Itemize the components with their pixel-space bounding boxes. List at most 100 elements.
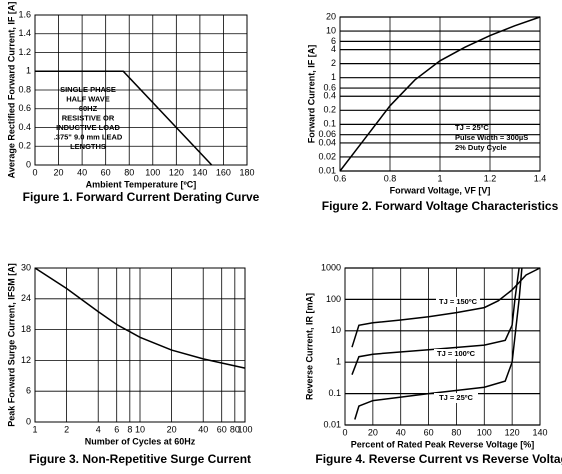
y-tick-label: 18: [21, 324, 31, 334]
x-axis-label: Forward Voltage, VF [V]: [390, 185, 491, 195]
y-tick-label: 20: [326, 11, 336, 21]
y-tick-label: 0.04: [318, 137, 336, 147]
annotation: .375" 9.0 mm LEAD: [54, 132, 123, 141]
curve: [351, 267, 520, 375]
x-tick-label: 2: [64, 424, 69, 434]
caption: Figure 4. Reverse Current vs Reverse Vol…: [315, 452, 562, 466]
annotation: LENGTHS: [70, 142, 106, 151]
annotation: 2% Duty Cycle: [455, 143, 507, 152]
y-tick-label: 1: [26, 66, 31, 76]
series-label: TJ = 25ºC: [439, 393, 473, 402]
y-tick-label: 0.2: [18, 141, 31, 151]
y-axis-label: Forward Current, IF [A]: [306, 45, 316, 144]
x-tick-label: 160: [216, 167, 231, 177]
series-label: TJ = 100ºC: [437, 349, 476, 358]
x-tick-label: 180: [239, 167, 254, 177]
x-tick-label: 1.4: [534, 173, 547, 183]
y-tick-label: 0.6: [18, 103, 31, 113]
y-axis-label: Average Rectified Forward Current, IF [A…: [6, 2, 16, 179]
annotation: RESISTIVE OR: [62, 113, 115, 122]
y-tick-label: 100: [326, 294, 341, 304]
annotation: TJ = 25ºC: [455, 123, 489, 132]
y-tick-label: 10: [326, 25, 336, 35]
x-tick-label: 120: [505, 427, 520, 437]
y-tick-label: 0.8: [18, 84, 31, 94]
x-tick-label: 140: [192, 167, 207, 177]
x-tick-label: 40: [396, 427, 406, 437]
y-tick-label: 12: [21, 355, 31, 365]
label-bg: [434, 349, 478, 359]
annotation: INDUCTIVE LOAD: [56, 123, 120, 132]
y-tick-label: 2: [331, 58, 336, 68]
y-tick-label: 0.01: [323, 419, 341, 429]
caption: Figure 2. Forward Voltage Characteristic…: [322, 199, 559, 213]
y-tick-label: 0.02: [318, 151, 336, 161]
x-tick-label: 0: [342, 427, 347, 437]
series-label: TJ = 150ºC: [439, 297, 478, 306]
x-tick-label: 0: [32, 167, 37, 177]
y-tick-label: 0.4: [323, 91, 336, 101]
y-tick-label: 10: [331, 325, 341, 335]
y-tick-label: 0: [26, 416, 31, 426]
x-tick-label: 100: [477, 427, 492, 437]
x-tick-label: 140: [532, 427, 547, 437]
annotation: 60HZ: [79, 104, 98, 113]
x-tick-label: 20: [54, 167, 64, 177]
x-tick-label: 60: [101, 167, 111, 177]
curve: [35, 70, 213, 166]
x-tick-label: 120: [169, 167, 184, 177]
annotation: Pulse Width = 300µS: [455, 133, 528, 142]
x-tick-label: 4: [96, 424, 101, 434]
y-tick-label: 24: [21, 293, 31, 303]
caption: Figure 3. Non-Repetitive Surge Current: [29, 452, 251, 466]
x-axis-label: Number of Cycles at 60Hz: [85, 436, 196, 446]
x-tick-label: 40: [198, 424, 208, 434]
y-tick-label: 30: [21, 262, 31, 272]
x-axis-label: Ambient Temperature [ºC]: [86, 179, 197, 189]
y-axis-label: Reverse Current, IR [mA]: [304, 293, 314, 400]
y-tick-label: 0.01: [318, 165, 336, 175]
x-tick-label: 60: [217, 424, 227, 434]
y-tick-label: 0.06: [318, 129, 336, 139]
y-tick-label: 0.2: [323, 105, 336, 115]
x-tick-label: 6: [114, 424, 119, 434]
curve: [354, 267, 523, 420]
y-axis-label: Peak Forward Surge Current, IFSM [A]: [6, 263, 16, 427]
x-tick-label: 60: [424, 427, 434, 437]
annotation: HALF WAVE: [66, 94, 110, 103]
x-tick-label: 20: [368, 427, 378, 437]
x-tick-label: 8: [127, 424, 132, 434]
x-tick-label: 1: [437, 173, 442, 183]
x-tick-label: 80: [230, 424, 240, 434]
x-tick-label: 0.8: [384, 173, 397, 183]
y-tick-label: 0.1: [328, 388, 341, 398]
x-tick-label: 100: [237, 424, 252, 434]
curve: [34, 267, 246, 369]
y-tick-label: 4: [331, 44, 336, 54]
y-tick-label: 0.6: [323, 82, 336, 92]
x-tick-label: 80: [451, 427, 461, 437]
y-tick-label: 6: [331, 36, 336, 46]
y-tick-label: 1.6: [18, 9, 31, 19]
x-tick-label: 100: [145, 167, 160, 177]
y-tick-label: 1: [336, 357, 341, 367]
x-tick-label: 1: [32, 424, 37, 434]
label-bg: [434, 393, 478, 403]
x-tick-label: 20: [167, 424, 177, 434]
y-tick-label: 1.4: [18, 28, 31, 38]
y-tick-label: 1: [331, 72, 336, 82]
y-tick-label: 6: [26, 386, 31, 396]
x-axis-label: Percent of Rated Peak Reverse Voltage [%…: [351, 439, 534, 449]
y-tick-label: 0: [26, 159, 31, 169]
curve: [339, 16, 541, 172]
y-tick-label: 1000: [321, 262, 341, 272]
x-tick-label: 1.2: [484, 173, 497, 183]
x-tick-label: 80: [124, 167, 134, 177]
annotation: SINGLE PHASE: [60, 85, 116, 94]
y-tick-label: 0.4: [18, 122, 31, 132]
y-tick-label: 0.1: [323, 119, 336, 129]
x-tick-label: 10: [135, 424, 145, 434]
x-tick-label: 0.6: [334, 173, 347, 183]
